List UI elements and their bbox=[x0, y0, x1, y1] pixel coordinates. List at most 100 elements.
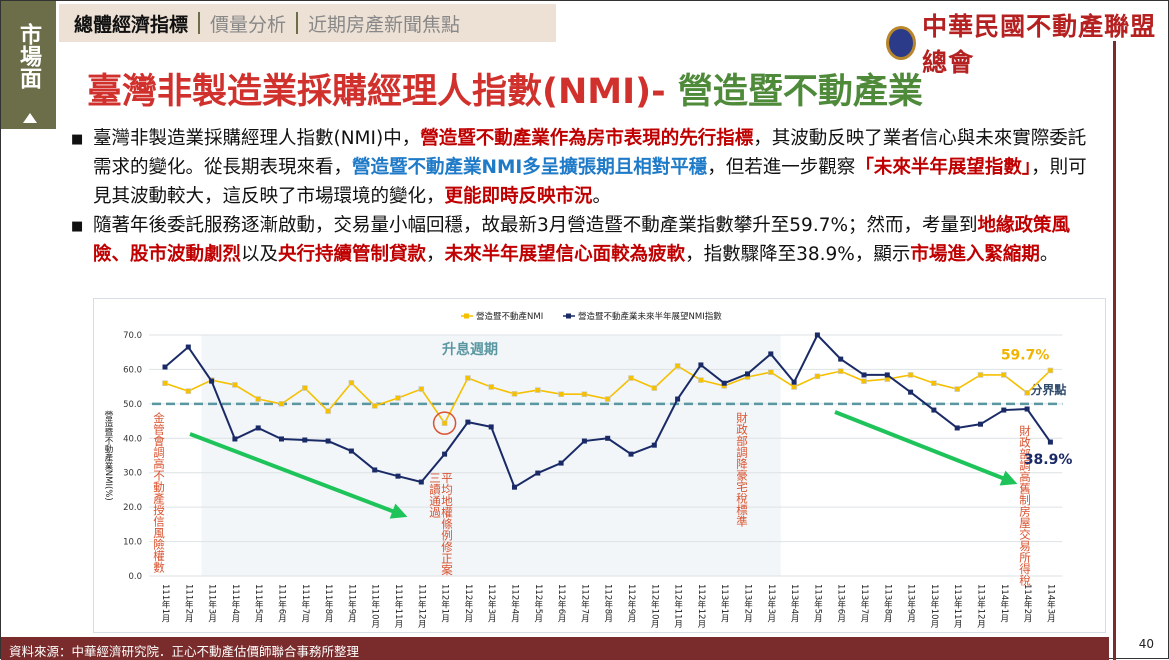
highlight-text: 地緣政策風險、股市波動劇烈 bbox=[93, 215, 1071, 265]
data-point bbox=[628, 451, 634, 457]
data-point bbox=[837, 368, 844, 374]
data-point bbox=[1047, 439, 1053, 445]
data-point bbox=[558, 391, 564, 398]
data-point bbox=[861, 378, 867, 384]
data-point bbox=[372, 467, 378, 473]
data-point bbox=[1001, 407, 1007, 413]
data-point bbox=[348, 380, 355, 386]
x-tick-label: 111年9月 bbox=[346, 584, 356, 624]
data-point bbox=[465, 419, 471, 425]
trend-arrow bbox=[189, 432, 401, 516]
tab-news[interactable]: 近期房產新聞焦點 bbox=[308, 13, 461, 36]
data-point bbox=[698, 377, 704, 383]
data-point bbox=[768, 351, 774, 357]
policy-annotation: 三讀通過 bbox=[428, 472, 442, 518]
x-tick-label: 113年3月 bbox=[766, 584, 776, 624]
body-text: ，其波動反映了業者信心與未來實際委託需求的變化。從長期表現來看， bbox=[93, 128, 1087, 178]
data-point bbox=[651, 442, 657, 448]
x-tick-label: 114年3月 bbox=[1045, 584, 1055, 624]
data-point bbox=[558, 460, 564, 466]
data-point bbox=[185, 388, 192, 394]
title-main: 臺灣非製造業採購經理人指數(NMI)- bbox=[87, 72, 678, 112]
source-footer: 資料來源：中華經濟研究院．正心不動產估價師聯合事務所整理 bbox=[1, 637, 1109, 660]
data-point bbox=[977, 372, 984, 378]
outlook-latest-label: 38.9% bbox=[1024, 452, 1073, 468]
data-point bbox=[767, 369, 774, 375]
legend-marker-icon bbox=[566, 313, 571, 319]
policy-annotation: 金管會調高不動產授信風險權數 bbox=[152, 411, 166, 574]
x-tick-label: 113年7月 bbox=[859, 584, 869, 624]
legend-label: 營造暨不動產NMI bbox=[476, 311, 543, 322]
data-point bbox=[162, 364, 168, 370]
x-tick-label: 111年6月 bbox=[277, 584, 287, 624]
data-point bbox=[791, 384, 797, 390]
body-text: ，但若進一步觀察 bbox=[707, 157, 856, 178]
tab-price-volume[interactable]: 價量分析 bbox=[210, 13, 287, 36]
data-point bbox=[162, 380, 168, 386]
x-tick-label: 111年3月 bbox=[207, 584, 217, 624]
data-point bbox=[279, 436, 284, 442]
x-tick-label: 111年1月 bbox=[160, 584, 170, 624]
right-border bbox=[1113, 41, 1116, 660]
highlight-text: 更能即時反映市況 bbox=[444, 186, 593, 207]
bullet-list: ■ 臺灣非製造業採購經理人指數(NMI)中，營造暨不動產業作為房市表現的先行指標，… bbox=[71, 124, 1101, 269]
x-tick-label: 113年10月 bbox=[929, 584, 939, 629]
data-point bbox=[255, 425, 261, 431]
data-point bbox=[1047, 367, 1054, 374]
data-point bbox=[465, 375, 471, 381]
x-tick-label: 113年12月 bbox=[976, 584, 986, 629]
page-number: 40 bbox=[1138, 637, 1154, 651]
bullet-item: ■ 隨著年後委託服務逐漸啟動，交易量小幅回穩，故最新3月營造暨不動產業指數攀升至5… bbox=[71, 211, 1101, 269]
highlight-text: 央行持續管制貸款 bbox=[278, 244, 427, 265]
highlight-text: 市場進入緊縮期 bbox=[910, 244, 1040, 265]
data-point bbox=[791, 379, 797, 385]
data-point bbox=[395, 395, 401, 401]
x-tick-label: 113年5月 bbox=[812, 584, 822, 624]
data-point bbox=[418, 479, 424, 485]
body-text: ，指數驟降至38.9%，顯示 bbox=[685, 244, 911, 265]
x-tick-label: 112年3月 bbox=[486, 584, 496, 624]
y-tick-label: 0.0 bbox=[128, 572, 142, 582]
y-tick-label: 10.0 bbox=[123, 538, 142, 548]
x-tick-label: 112年12月 bbox=[696, 584, 706, 629]
arrow-head-icon bbox=[389, 503, 408, 519]
x-tick-label: 112年9月 bbox=[626, 584, 636, 624]
data-point bbox=[1000, 372, 1007, 378]
data-point bbox=[954, 425, 960, 431]
arrow-head-icon bbox=[999, 470, 1018, 486]
data-point bbox=[954, 386, 961, 392]
body-text: 。 bbox=[1039, 244, 1059, 265]
tab-bar: 總體經濟指標 價量分析 近期房產新聞焦點 bbox=[59, 4, 556, 42]
body-text: 。 bbox=[592, 186, 612, 207]
x-tick-label: 112年10月 bbox=[649, 584, 659, 629]
x-tick-label: 111年4月 bbox=[230, 584, 240, 624]
data-point bbox=[814, 373, 821, 380]
highlight-circle bbox=[432, 411, 457, 435]
y-tick-label: 60.0 bbox=[123, 365, 142, 375]
x-tick-label: 111年5月 bbox=[253, 584, 263, 624]
x-tick-label: 112年6月 bbox=[556, 584, 566, 624]
x-tick-label: 111年7月 bbox=[300, 584, 310, 624]
section-label: 市場面 bbox=[16, 23, 41, 89]
data-point bbox=[511, 391, 518, 397]
body-text: ， bbox=[426, 244, 445, 265]
data-point bbox=[581, 438, 587, 444]
data-point bbox=[232, 436, 238, 442]
data-point bbox=[884, 372, 890, 378]
data-point bbox=[1024, 390, 1030, 396]
data-point bbox=[605, 435, 611, 441]
x-tick-label: 112年5月 bbox=[533, 584, 543, 624]
data-point bbox=[908, 389, 914, 395]
logo-text: 中華民國不動產聯盟總會 bbox=[922, 12, 1157, 77]
title-sector: 營造暨不動產業 bbox=[677, 72, 923, 112]
x-tick-label: 111年12月 bbox=[416, 584, 426, 629]
data-point bbox=[651, 385, 658, 391]
data-point bbox=[325, 408, 331, 414]
data-point bbox=[232, 382, 238, 388]
data-point bbox=[745, 371, 750, 377]
data-point bbox=[278, 401, 285, 407]
data-point bbox=[931, 380, 937, 386]
highlight-text: 未來半年展望信心面較為疲軟 bbox=[444, 244, 686, 265]
tab-macro[interactable]: 總體經濟指標 bbox=[74, 13, 189, 36]
policy-annotation: 平均地權條例修正案 bbox=[440, 472, 454, 576]
